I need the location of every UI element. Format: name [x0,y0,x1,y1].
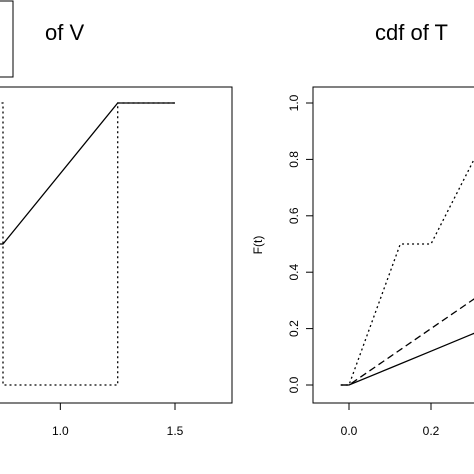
chart-left-series-dotted-line [0,102,175,386]
chart-right-y-tick-label: 0.8 [287,151,301,168]
chart-right-y-tick-label: 0.4 [287,264,301,281]
chart-left-title: of V [45,20,84,45]
chart-right-y-label: F(t) [251,236,265,255]
chart-right-y-tick-label: 0.6 [287,207,301,224]
chart-right-y-axis: 0.0 0.2 0.4 0.6 0.8 1.0 [287,94,313,393]
chart-right-series-dotted-line [340,158,474,386]
chart-left-x-tick-label: 1.5 [167,424,184,438]
chart-right: cdf of T F(t) 0.0 0.2 0.4 0.6 0.8 1.0 0.0 0.2 [251,20,474,438]
chart-left-frame [0,86,233,404]
chart-right-series-dashed-line [340,298,474,386]
chart-right-y-tick-label: 0.0 [287,376,301,393]
chart-right-frame [312,86,474,404]
chart-right-y-tick-label: 1.0 [287,94,301,111]
chart-right-x-tick-label: 0.0 [341,424,358,438]
chart-right-series-solid-line [340,332,474,386]
chart-right-series [340,158,474,386]
chart-right-title: cdf of T [375,20,448,45]
chart-right-x-axis: 0.0 0.2 [341,403,440,438]
chart-left-x-axis: 1.0 1.5 [52,403,184,438]
chart-left-series-solid-line [0,102,175,245]
chart-right-x-tick-label: 0.2 [423,424,440,438]
chart-left-x-tick-label: 1.0 [52,424,69,438]
chart-left-series [0,102,175,386]
legend-box [0,0,14,78]
chart-left: of V 1.0 1.5 [0,0,233,438]
chart-right-y-tick-label: 0.2 [287,320,301,337]
